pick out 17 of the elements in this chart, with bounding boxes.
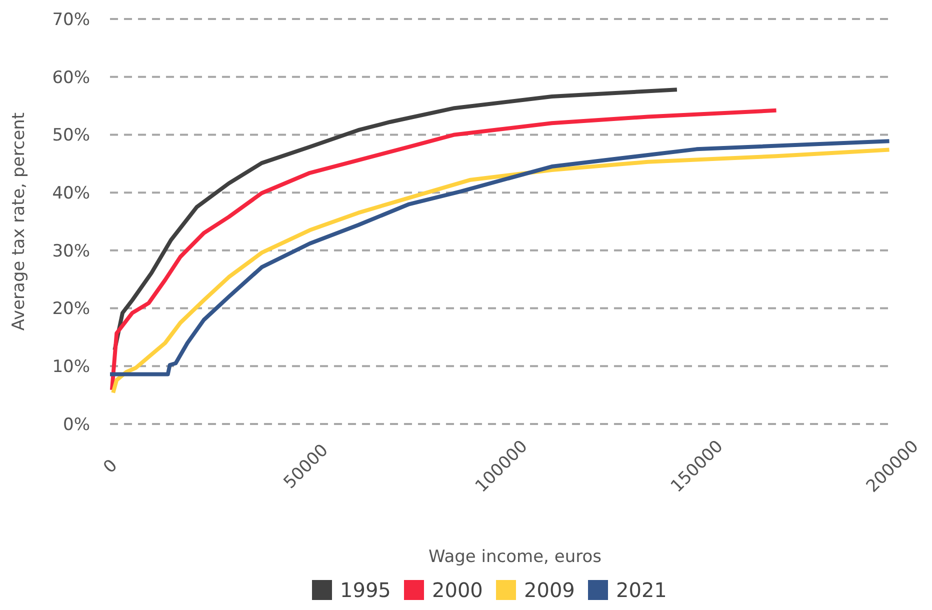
y-tick-label: 20% (52, 299, 90, 320)
legend-label: 1995 (340, 578, 391, 602)
line-series (110, 108, 778, 392)
line-series (112, 88, 679, 352)
y-tick-label: 50% (52, 126, 90, 146)
y-axis-title: Average tax rate, percent (9, 112, 29, 331)
y-tick-label: 10% (52, 357, 90, 378)
y-tick-label: 40% (52, 184, 90, 204)
x-tick-label: 0 (100, 456, 122, 478)
x-axis-title: Wage income, euros (428, 547, 602, 567)
y-tick-label: 30% (52, 241, 90, 262)
y-tick-label: 0% (63, 414, 90, 435)
legend-label: 2021 (616, 578, 667, 602)
legend-label: 2009 (524, 578, 575, 602)
y-tick-label: 70% (52, 10, 90, 30)
legend-label: 2000 (432, 578, 483, 602)
y-tick-label: 60% (52, 68, 90, 88)
